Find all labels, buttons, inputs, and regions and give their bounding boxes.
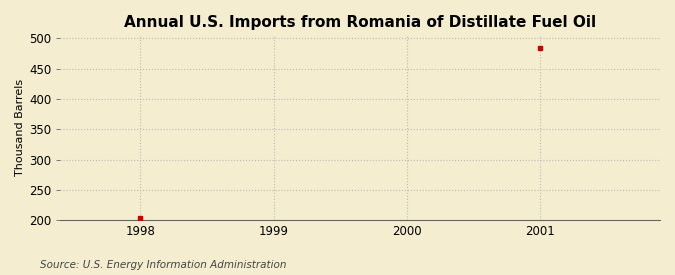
Title: Annual U.S. Imports from Romania of Distillate Fuel Oil: Annual U.S. Imports from Romania of Dist… (124, 15, 596, 30)
Y-axis label: Thousand Barrels: Thousand Barrels (15, 79, 25, 176)
Text: Source: U.S. Energy Information Administration: Source: U.S. Energy Information Administ… (40, 260, 287, 270)
